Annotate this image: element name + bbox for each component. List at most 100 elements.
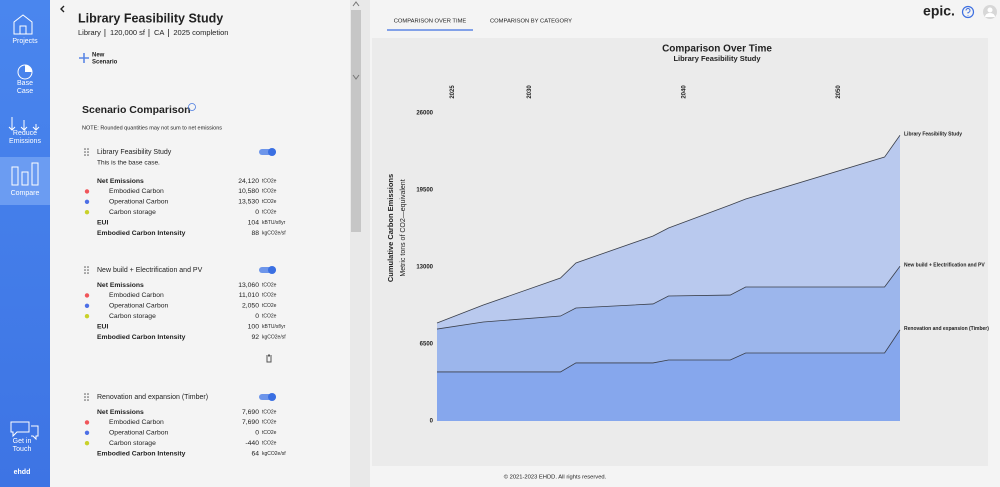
drag-dot: [87, 154, 89, 156]
series-line: [437, 329, 901, 373]
scenario-description: This is the base case.: [97, 160, 160, 167]
metric-unit: kBTU/sf/yr: [262, 220, 286, 226]
legend-dot: [84, 314, 90, 319]
drag-handle[interactable]: [84, 393, 89, 401]
metric-label: Carbon storage: [109, 313, 156, 320]
nav-label[interactable]: Compare: [11, 190, 40, 197]
drag-dot: [84, 151, 86, 153]
legend-dot: [84, 420, 90, 425]
drag-dot: [87, 272, 89, 274]
icon-reduce: [8, 117, 40, 131]
drag-dot: [87, 399, 89, 401]
help-mark: [965, 8, 971, 16]
new-scenario[interactable]: Scenario: [92, 60, 118, 66]
metric-label: Embodied Carbon: [109, 419, 164, 426]
scroll-down[interactable]: [352, 74, 360, 80]
metric-unit: tCO2e: [262, 441, 277, 447]
icon-base-case: [25, 65, 32, 72]
metric-label: Net Emissions: [97, 282, 144, 289]
drag-dot: [87, 393, 89, 395]
series-label: New build + Electrification and PV: [904, 263, 985, 269]
y-axis-title: Cumulative Carbon Emissions: [386, 174, 395, 282]
chart-subtitle: Library Feasibility Study: [673, 54, 761, 63]
metric-label: Carbon storage: [109, 440, 156, 447]
nav-label[interactable]: Reduce: [13, 130, 37, 137]
drag-dot: [87, 266, 89, 268]
metric-unit: tCO2e: [262, 303, 277, 309]
nav-label[interactable]: Base: [17, 80, 33, 87]
nav-label[interactable]: Case: [17, 88, 33, 95]
x-tick-label: 2030: [527, 85, 533, 99]
drag-handle[interactable]: [84, 266, 89, 274]
back-button[interactable]: [60, 5, 65, 13]
help-button[interactable]: [961, 5, 975, 19]
footer: © 2021-2023 EHDD. All rights reserved.: [504, 474, 607, 481]
help-icon[interactable]: [188, 103, 196, 111]
tab-active[interactable]: COMPARISON OVER TIME: [394, 19, 467, 25]
metric-label: Net Emissions: [97, 409, 144, 416]
nav-label[interactable]: Projects: [12, 38, 38, 45]
nav-label[interactable]: Emissions: [9, 138, 41, 145]
toggle-knob: [268, 266, 276, 274]
drag-dot: [84, 396, 86, 398]
scrollbar-thumb[interactable]: [351, 10, 361, 232]
metric-value: 7,690: [242, 409, 259, 416]
project-detail: Library: [78, 28, 101, 37]
metric-value: 11,010: [239, 292, 260, 299]
metric-label: Embodied Carbon Intensity: [97, 230, 186, 237]
metric-unit: kgCO2e/sf: [262, 230, 286, 236]
metric-value: 10,580: [238, 188, 259, 195]
metric-value: 104: [248, 219, 260, 226]
project-detail: 2025 completion: [173, 28, 228, 37]
metric-unit: tCO2e: [262, 189, 277, 195]
y-tick-label: 13000: [416, 265, 433, 271]
metric-value: 24,120: [238, 178, 259, 185]
delete-icon[interactable]: [266, 354, 272, 363]
metric-value: 64: [251, 450, 259, 457]
page-title: Library Feasibility Study: [78, 11, 223, 25]
x-tick-label: 2050: [836, 85, 842, 99]
metric-unit: tCO2e: [262, 178, 277, 184]
scroll-up[interactable]: [352, 1, 360, 7]
y-tick-label: 6500: [420, 342, 434, 348]
sidebar: [0, 0, 50, 487]
new-scenario[interactable]: New: [92, 53, 105, 59]
metric-label: Embodied Carbon: [109, 188, 164, 195]
metric-label: Embodied Carbon Intensity: [97, 334, 186, 341]
y-tick-label: 0: [430, 419, 434, 425]
contact-label[interactable]: Touch: [13, 446, 32, 453]
scenario-name: Library Feasibility Study: [97, 149, 172, 156]
toggle-knob: [268, 393, 276, 401]
icon-contact: [10, 421, 39, 441]
series-line: [436, 135, 901, 324]
note: NOTE: Rounded quantities may not sum to …: [82, 125, 222, 131]
toggle-knob: [268, 148, 276, 156]
brand: epic.: [923, 3, 955, 19]
tab[interactable]: COMPARISON BY CATEGORY: [490, 19, 572, 25]
drag-dot: [87, 151, 89, 153]
contact-label[interactable]: Get in: [13, 438, 32, 445]
section-title: Scenario Comparison: [82, 104, 191, 116]
metric-value: 13,530: [238, 199, 259, 206]
metric-value: 0: [255, 313, 259, 320]
area: [437, 329, 900, 421]
metric-unit: tCO2e: [262, 420, 277, 426]
new-scenario-icon[interactable]: [79, 53, 89, 63]
metric-label: Net Emissions: [97, 178, 144, 185]
drag-dot: [84, 399, 86, 401]
metric-value: 0: [255, 430, 259, 437]
metric-unit: tCO2e: [262, 293, 277, 299]
drag-handle[interactable]: [84, 148, 89, 156]
y-tick-label: 26000: [416, 111, 433, 117]
icon-projects: [13, 14, 33, 35]
user-head: [987, 7, 993, 13]
metric-unit: tCO2e: [262, 210, 277, 216]
metric-label: Carbon storage: [109, 209, 156, 216]
metric-label: EUI: [97, 219, 108, 226]
series-line: [436, 266, 901, 330]
metric-value: -440: [245, 440, 259, 447]
x-tick-label: 2025: [450, 85, 456, 99]
user-body: [985, 13, 995, 17]
legend-dot: [84, 430, 90, 435]
